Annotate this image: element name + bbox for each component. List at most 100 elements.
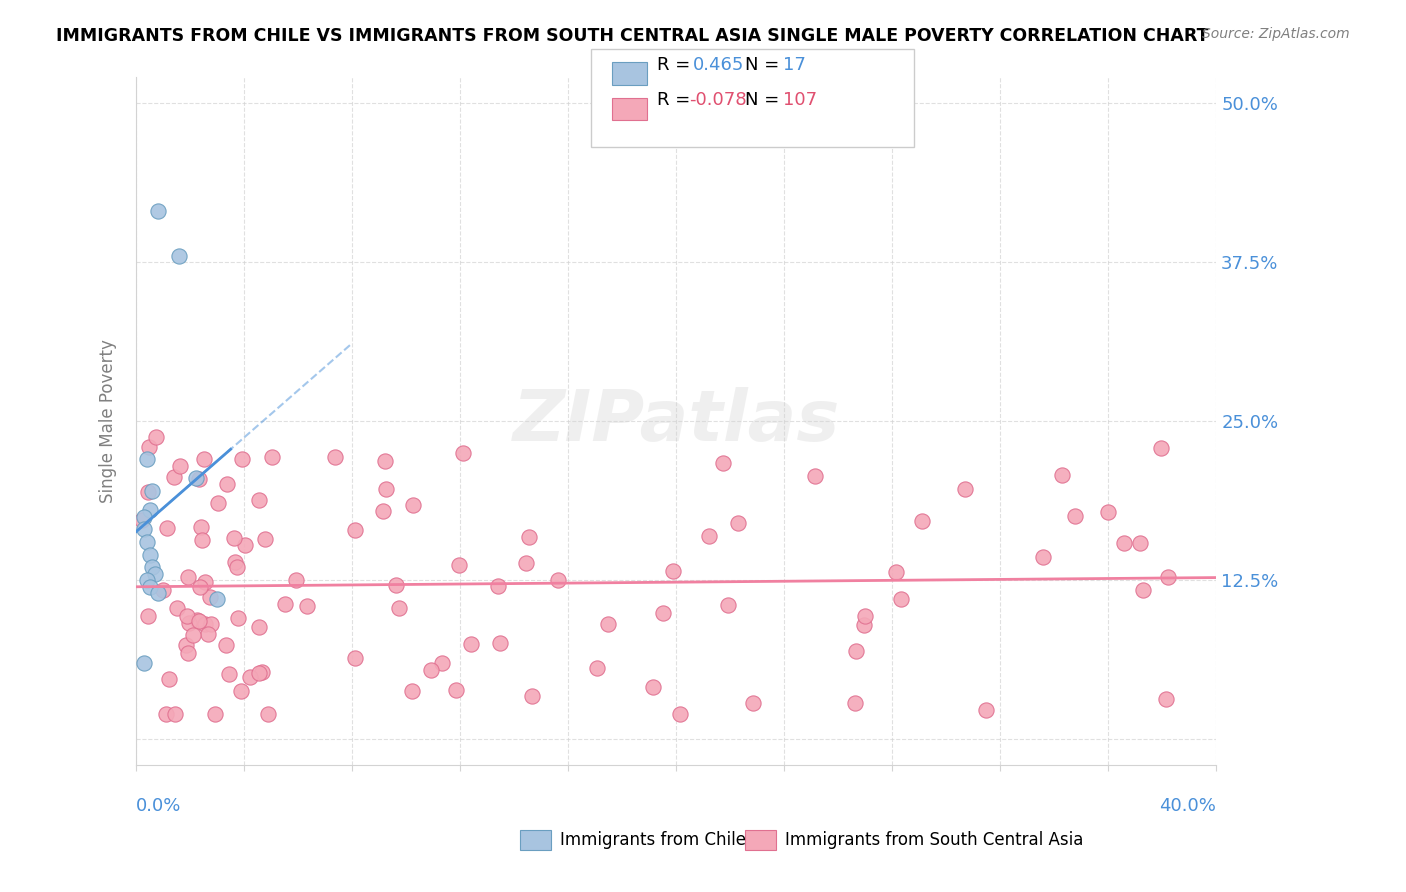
Point xyxy=(233,538,256,552)
Point xyxy=(247,620,270,634)
Point xyxy=(803,469,825,483)
Point xyxy=(855,608,877,623)
Point xyxy=(183,628,205,642)
Point xyxy=(444,682,467,697)
Point xyxy=(184,471,207,485)
Point xyxy=(229,683,252,698)
Point xyxy=(157,672,180,686)
Point xyxy=(187,472,209,486)
Point xyxy=(138,484,160,499)
Point xyxy=(169,249,191,263)
Point xyxy=(388,601,411,615)
Point xyxy=(163,470,186,484)
Point xyxy=(146,204,169,219)
Point xyxy=(224,555,246,569)
Point xyxy=(207,496,229,510)
Point xyxy=(186,613,208,627)
Point xyxy=(884,565,907,579)
Point xyxy=(1050,468,1073,483)
Point xyxy=(343,524,366,538)
Point xyxy=(152,583,174,598)
Point xyxy=(247,493,270,508)
Point xyxy=(1157,570,1180,584)
Point xyxy=(451,446,474,460)
Text: 0.0%: 0.0% xyxy=(136,797,181,814)
Point xyxy=(910,514,932,528)
Point xyxy=(247,665,270,680)
Point xyxy=(135,535,157,549)
Point xyxy=(845,644,868,658)
Point xyxy=(711,456,734,470)
Point xyxy=(177,646,200,660)
Point xyxy=(191,533,214,547)
Point xyxy=(1150,442,1173,456)
Point xyxy=(188,580,211,594)
Point xyxy=(169,458,191,473)
Point xyxy=(145,430,167,444)
Point xyxy=(215,638,238,652)
Text: Source: ZipAtlas.com: Source: ZipAtlas.com xyxy=(1202,27,1350,41)
Text: 107: 107 xyxy=(783,91,817,109)
Point xyxy=(420,663,443,677)
Point xyxy=(134,656,156,670)
Point xyxy=(432,656,454,670)
Point xyxy=(385,578,408,592)
Point xyxy=(517,531,540,545)
Point xyxy=(141,484,163,499)
Point xyxy=(953,482,976,496)
Point xyxy=(274,597,297,611)
Point xyxy=(218,666,240,681)
Point xyxy=(717,599,740,613)
Point xyxy=(138,503,160,517)
Point xyxy=(727,516,749,530)
Point xyxy=(520,689,543,703)
Point xyxy=(661,564,683,578)
Point xyxy=(222,531,245,545)
Point xyxy=(515,557,537,571)
Point xyxy=(134,509,156,524)
Point xyxy=(250,665,273,680)
Text: N =: N = xyxy=(745,91,785,109)
Point xyxy=(585,660,607,674)
Point xyxy=(1154,691,1177,706)
Point xyxy=(197,627,219,641)
Point xyxy=(177,570,200,584)
Point xyxy=(285,574,308,588)
Point xyxy=(165,706,187,721)
Point xyxy=(141,560,163,574)
Point xyxy=(402,498,425,512)
Text: 40.0%: 40.0% xyxy=(1160,797,1216,814)
Point xyxy=(205,592,228,607)
Point xyxy=(598,617,620,632)
Point xyxy=(295,599,318,614)
Point xyxy=(1032,549,1054,564)
Point xyxy=(669,706,692,721)
Point xyxy=(741,696,763,710)
Point xyxy=(651,607,673,621)
Point xyxy=(135,452,157,467)
Text: Immigrants from Chile: Immigrants from Chile xyxy=(560,830,745,848)
Point xyxy=(1129,535,1152,549)
Point xyxy=(257,706,280,721)
Point xyxy=(134,522,156,536)
Point xyxy=(179,615,201,630)
Point xyxy=(1114,536,1136,550)
Point xyxy=(198,590,221,604)
Point xyxy=(176,609,198,624)
Point xyxy=(489,636,512,650)
Point xyxy=(1097,505,1119,519)
Point xyxy=(146,586,169,600)
Point xyxy=(138,580,160,594)
Point xyxy=(217,477,239,491)
Point xyxy=(193,451,215,466)
Text: N =: N = xyxy=(745,55,785,73)
Point xyxy=(190,520,212,534)
Point xyxy=(166,601,188,615)
Point xyxy=(852,618,875,632)
Point xyxy=(547,573,569,587)
Point xyxy=(374,453,396,467)
Point xyxy=(194,574,217,589)
Text: IMMIGRANTS FROM CHILE VS IMMIGRANTS FROM SOUTH CENTRAL ASIA SINGLE MALE POVERTY : IMMIGRANTS FROM CHILE VS IMMIGRANTS FROM… xyxy=(56,27,1209,45)
Point xyxy=(373,504,395,518)
Point xyxy=(138,548,160,562)
